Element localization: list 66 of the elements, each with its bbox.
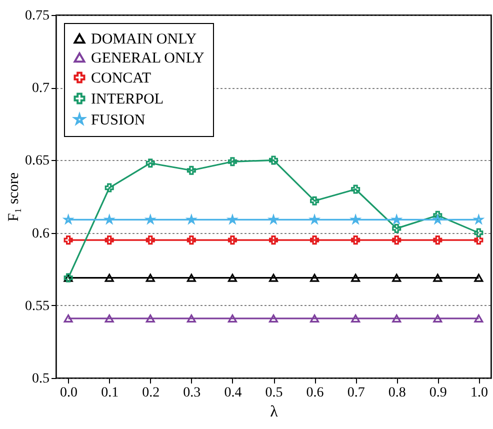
point — [104, 314, 114, 322]
x-tick-label: 1.0 — [470, 386, 488, 400]
x-tick-label: 0.7 — [347, 386, 365, 400]
point — [186, 314, 196, 322]
point — [351, 184, 360, 194]
y-tick-label: 0.65 — [25, 154, 50, 169]
point — [392, 314, 402, 322]
point — [104, 183, 114, 192]
point — [268, 156, 278, 165]
point — [310, 274, 320, 282]
point — [433, 314, 442, 322]
x-tick-label: 0.6 — [306, 386, 324, 400]
point — [474, 228, 484, 238]
point — [474, 314, 484, 322]
point — [474, 236, 484, 245]
point — [310, 196, 320, 206]
x-tick-label: 0.9 — [429, 386, 447, 400]
point — [104, 236, 114, 245]
x-axis-title: λ — [270, 404, 278, 420]
point — [146, 274, 155, 282]
point — [433, 236, 442, 245]
point — [474, 274, 484, 282]
legend-label: GENERAL ONLY — [91, 50, 205, 66]
point — [186, 236, 196, 245]
x-tick-label: 0.5 — [265, 386, 283, 400]
point — [146, 314, 155, 322]
point — [392, 224, 402, 233]
point — [64, 236, 73, 245]
point — [351, 274, 360, 282]
point — [268, 236, 278, 245]
point — [186, 274, 196, 282]
y-tick-label: 0.75 — [25, 8, 50, 24]
y-tick-label: 0.5 — [32, 372, 50, 386]
point — [228, 236, 237, 245]
point — [433, 274, 442, 282]
x-tick-label: 0.2 — [142, 386, 160, 400]
point — [310, 314, 320, 322]
point — [268, 274, 278, 282]
x-tick-label: 0.0 — [60, 386, 78, 400]
point — [104, 274, 114, 282]
x-tick-label: 0.3 — [183, 386, 201, 400]
point — [186, 166, 196, 175]
point — [64, 314, 73, 322]
x-tick-label: 0.8 — [388, 386, 406, 400]
point — [392, 236, 402, 245]
legend-label: DOMAIN ONLY — [91, 32, 197, 48]
legend-label: FUSION — [91, 112, 146, 128]
point — [146, 158, 155, 168]
y-tick-label: 0.55 — [25, 298, 50, 314]
point — [310, 236, 320, 245]
x-tick-label: 0.1 — [101, 386, 119, 400]
point — [146, 236, 155, 245]
x-tick-label: 0.4 — [224, 386, 242, 400]
point — [433, 210, 442, 220]
y-tick-label: 0.6 — [32, 226, 50, 242]
point — [268, 314, 278, 322]
point — [228, 314, 237, 322]
point — [228, 157, 237, 166]
point — [392, 274, 402, 282]
point — [351, 314, 360, 322]
legend-label: INTERPOL — [91, 92, 164, 108]
y-tick-label: 0.7 — [32, 81, 50, 96]
legend-label: CONCAT — [91, 70, 152, 86]
point — [351, 236, 360, 245]
point — [228, 274, 237, 282]
y-axis-title: F₁ score — [6, 172, 22, 222]
